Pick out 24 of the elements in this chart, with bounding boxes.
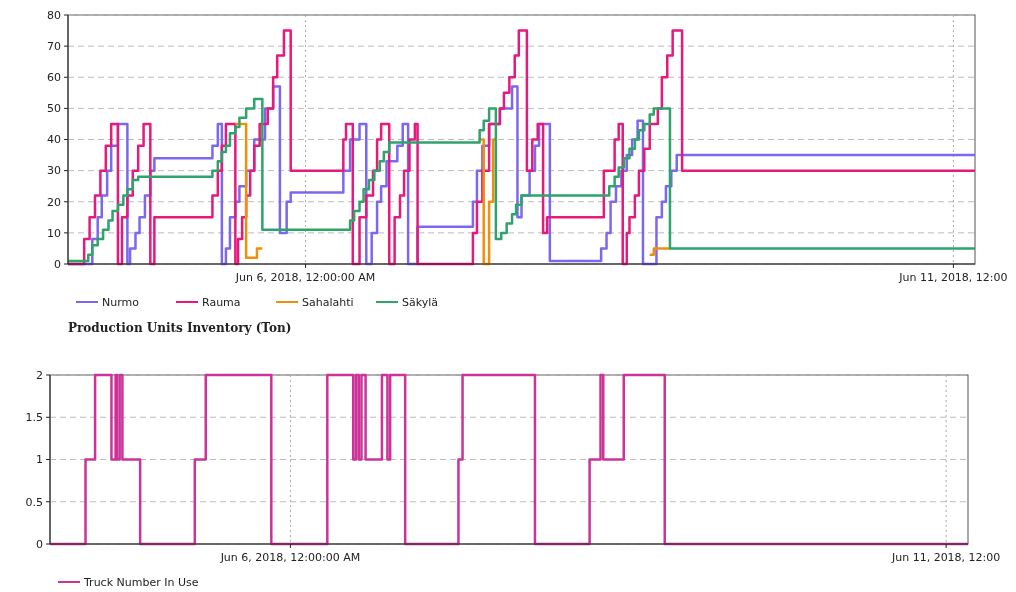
x-tick-label: Jun 6, 2018, 12:00:00 AM (234, 271, 376, 284)
y-tick-label: 40 (47, 133, 61, 147)
x-tick-label: Jun 11, 2018, 12:00 (898, 271, 1008, 284)
y-tick-label: 80 (47, 8, 61, 22)
y-tick-label: 20 (47, 195, 61, 209)
legend-label: Nurmo (102, 295, 140, 309)
legend-label: Truck Number In Use (83, 575, 199, 589)
y-tick-label: 0 (54, 257, 61, 271)
legend-label: Sahalahti (302, 295, 354, 309)
y-tick-label: 0 (36, 537, 43, 551)
y-tick-label: 70 (47, 39, 61, 53)
legend-label: Säkylä (402, 295, 439, 309)
y-tick-label: 30 (47, 164, 61, 178)
x-tick-label: Jun 6, 2018, 12:00:00 AM (219, 551, 361, 564)
y-tick-label: 50 (47, 102, 61, 116)
y-tick-label: 10 (47, 226, 61, 240)
x-tick-label: Jun 11, 2018, 12:00 (890, 551, 1001, 564)
y-tick-label: 1 (36, 453, 43, 467)
y-tick-label: 2 (36, 368, 43, 382)
legend-label: Rauma (202, 295, 241, 309)
text: Production Units Inventory (Ton) (68, 321, 292, 335)
y-tick-label: 1.5 (25, 411, 43, 425)
y-tick-label: 60 (47, 71, 61, 85)
y-tick-label: 0.5 (25, 495, 43, 509)
